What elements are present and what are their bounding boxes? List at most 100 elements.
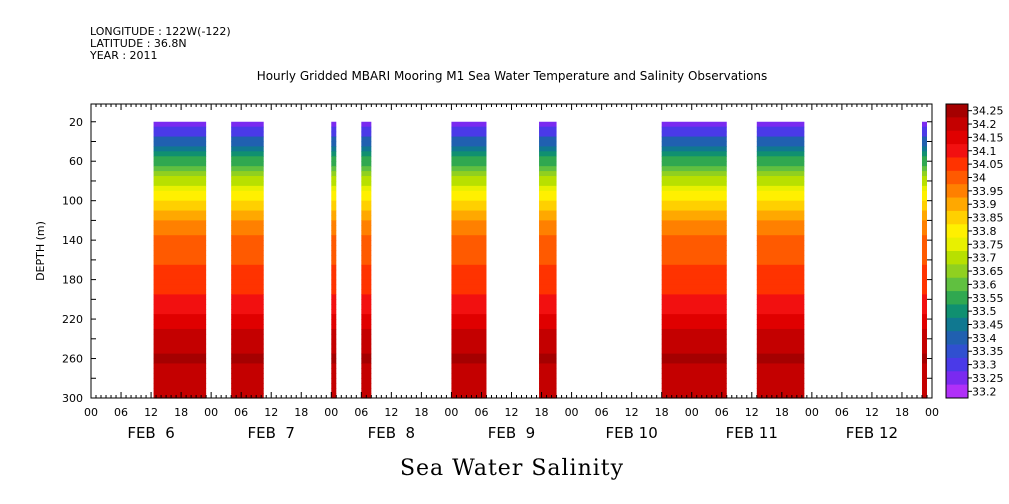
salinity-cell <box>361 215 372 222</box>
salinity-cell <box>661 215 727 222</box>
salinity-cell <box>153 131 207 138</box>
salinity-cell <box>539 156 557 162</box>
salinity-cell <box>921 230 927 236</box>
colorbar-label: 34.25 <box>972 105 1004 118</box>
salinity-cell <box>539 185 557 192</box>
salinity-cell <box>661 324 727 330</box>
salinity-cell <box>331 333 337 340</box>
salinity-cell <box>361 131 372 138</box>
salinity-cell <box>153 279 207 286</box>
salinity-cell <box>921 348 927 355</box>
salinity-cell <box>231 225 264 231</box>
salinity-cell <box>331 363 337 370</box>
salinity-cell <box>661 353 727 360</box>
y-tick-label: 140 <box>62 234 83 247</box>
x-tick-label: 12 <box>625 406 639 419</box>
salinity-cell <box>331 299 337 305</box>
plot-frame <box>90 103 933 399</box>
salinity-cell <box>921 126 927 133</box>
salinity-cell <box>451 279 487 286</box>
salinity-cell <box>361 200 372 207</box>
salinity-cell <box>153 166 207 172</box>
salinity-cell <box>451 264 487 271</box>
salinity-cell <box>361 348 372 355</box>
salinity-cell <box>451 294 487 300</box>
salinity-cell <box>451 250 487 256</box>
salinity-cell <box>153 363 207 370</box>
salinity-cell <box>539 358 557 365</box>
salinity-cell <box>661 245 727 251</box>
salinity-cell <box>921 363 927 370</box>
salinity-cell <box>153 274 207 281</box>
salinity-cell <box>331 176 337 182</box>
colorbar-swatch <box>946 157 968 172</box>
salinity-cell <box>661 254 727 261</box>
x-tick-label: 18 <box>895 406 909 419</box>
salinity-cell <box>331 195 337 202</box>
salinity-cell <box>153 136 207 143</box>
salinity-cell <box>661 274 727 281</box>
salinity-cell <box>331 304 337 310</box>
salinity-cell <box>331 156 337 162</box>
salinity-cell <box>921 393 927 399</box>
salinity-cell <box>153 348 207 355</box>
salinity-cell <box>153 141 207 148</box>
salinity-cell <box>231 235 264 241</box>
salinity-cell <box>661 146 727 152</box>
salinity-cell <box>539 250 557 256</box>
salinity-cell <box>756 131 805 138</box>
salinity-cell <box>331 338 337 345</box>
colorbar-label: 33.4 <box>972 332 997 345</box>
salinity-cell <box>231 151 264 157</box>
salinity-cell <box>451 136 487 143</box>
salinity-cell <box>231 200 264 207</box>
colorbar-label: 33.6 <box>972 278 997 291</box>
salinity-cell <box>539 279 557 286</box>
salinity-cell <box>361 314 372 320</box>
salinity-cell <box>361 254 372 261</box>
salinity-cell <box>451 343 487 350</box>
salinity-cell <box>921 328 927 335</box>
salinity-cell <box>331 343 337 350</box>
salinity-cell <box>661 269 727 276</box>
salinity-cell <box>921 250 927 256</box>
salinity-cell <box>539 294 557 300</box>
salinity-cell <box>153 309 207 315</box>
salinity-cell <box>153 240 207 246</box>
salinity-cell <box>153 304 207 310</box>
colorbar-swatch <box>946 117 968 132</box>
salinity-cell <box>451 383 487 389</box>
salinity-cell <box>539 309 557 315</box>
salinity-cell <box>451 254 487 261</box>
salinity-cell <box>756 314 805 320</box>
salinity-cell <box>539 299 557 305</box>
colorbar-swatch <box>946 357 968 372</box>
salinity-cell <box>231 353 264 360</box>
salinity-cell <box>661 121 727 128</box>
salinity-cell <box>539 190 557 197</box>
salinity-cell <box>451 205 487 212</box>
x-tick-label: 06 <box>354 406 368 419</box>
salinity-cell <box>539 240 557 246</box>
x-tick-label: 00 <box>565 406 579 419</box>
data-segment <box>231 121 264 399</box>
salinity-cell <box>331 225 337 231</box>
salinity-cell <box>451 393 487 399</box>
salinity-cell <box>451 121 487 128</box>
salinity-cell <box>231 254 264 261</box>
x-tick-label: 06 <box>835 406 849 419</box>
colorbar-label: 34.1 <box>972 145 997 158</box>
salinity-cell <box>539 383 557 389</box>
salinity-cell <box>231 245 264 251</box>
salinity-cell <box>451 141 487 148</box>
salinity-cell <box>539 141 557 148</box>
salinity-cell <box>451 171 487 177</box>
salinity-cell <box>331 200 337 207</box>
colorbar-label: 34 <box>972 172 986 185</box>
colorbar-label: 34.15 <box>972 131 1004 144</box>
salinity-cell <box>231 368 264 374</box>
salinity-cell <box>153 378 207 384</box>
salinity-cell <box>921 314 927 320</box>
colorbar-swatch <box>946 170 968 185</box>
salinity-cell <box>921 185 927 192</box>
